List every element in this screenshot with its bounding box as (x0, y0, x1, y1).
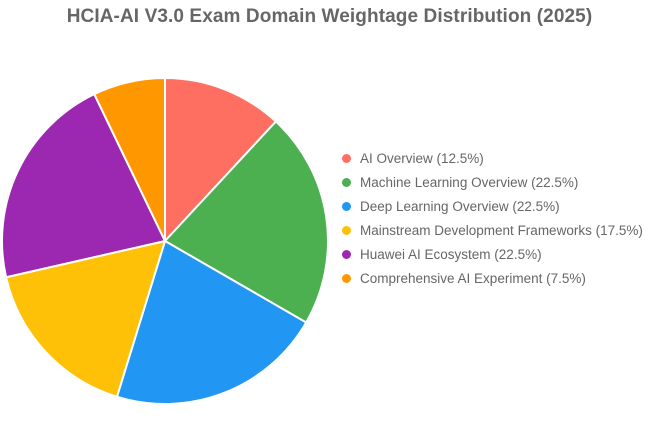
legend-label: Comprehensive AI Experiment (7.5%) (360, 270, 586, 286)
legend-item: Machine Learning Overview (22.5%) (342, 170, 643, 194)
legend-label: Huawei AI Ecosystem (22.5%) (360, 246, 542, 262)
legend-swatch (342, 225, 351, 235)
pie-slice-3 (4, 239, 167, 399)
chart-legend: AI Overview (12.5%) Machine Learning Over… (342, 146, 643, 290)
legend-swatch (342, 249, 351, 259)
legend-item: Comprehensive AI Experiment (7.5%) (342, 266, 643, 290)
pie-slice-1 (163, 120, 329, 324)
legend-item: Deep Learning Overview (22.5%) (342, 194, 643, 218)
pie-slice-5 (92, 76, 166, 242)
legend-item: Mainstream Development Frameworks (17.5%… (342, 218, 643, 242)
legend-item: Huawei AI Ecosystem (22.5%) (342, 242, 643, 266)
legend-label: AI Overview (12.5%) (360, 150, 484, 166)
pie-slice-2 (115, 239, 308, 405)
legend-swatch (342, 177, 351, 187)
legend-swatch (342, 153, 351, 163)
legend-swatch (342, 273, 351, 283)
legend-swatch (342, 201, 351, 211)
legend-label: Mainstream Development Frameworks (17.5%… (360, 222, 643, 238)
pie-slice-4 (1, 92, 167, 279)
legend-item: AI Overview (12.5%) (342, 146, 643, 170)
pie-slice-0 (164, 76, 278, 244)
legend-label: Machine Learning Overview (22.5%) (360, 174, 579, 190)
legend-label: Deep Learning Overview (22.5%) (360, 198, 560, 214)
chart-title: HCIA-AI V3.0 Exam Domain Weightage Distr… (66, 6, 593, 27)
